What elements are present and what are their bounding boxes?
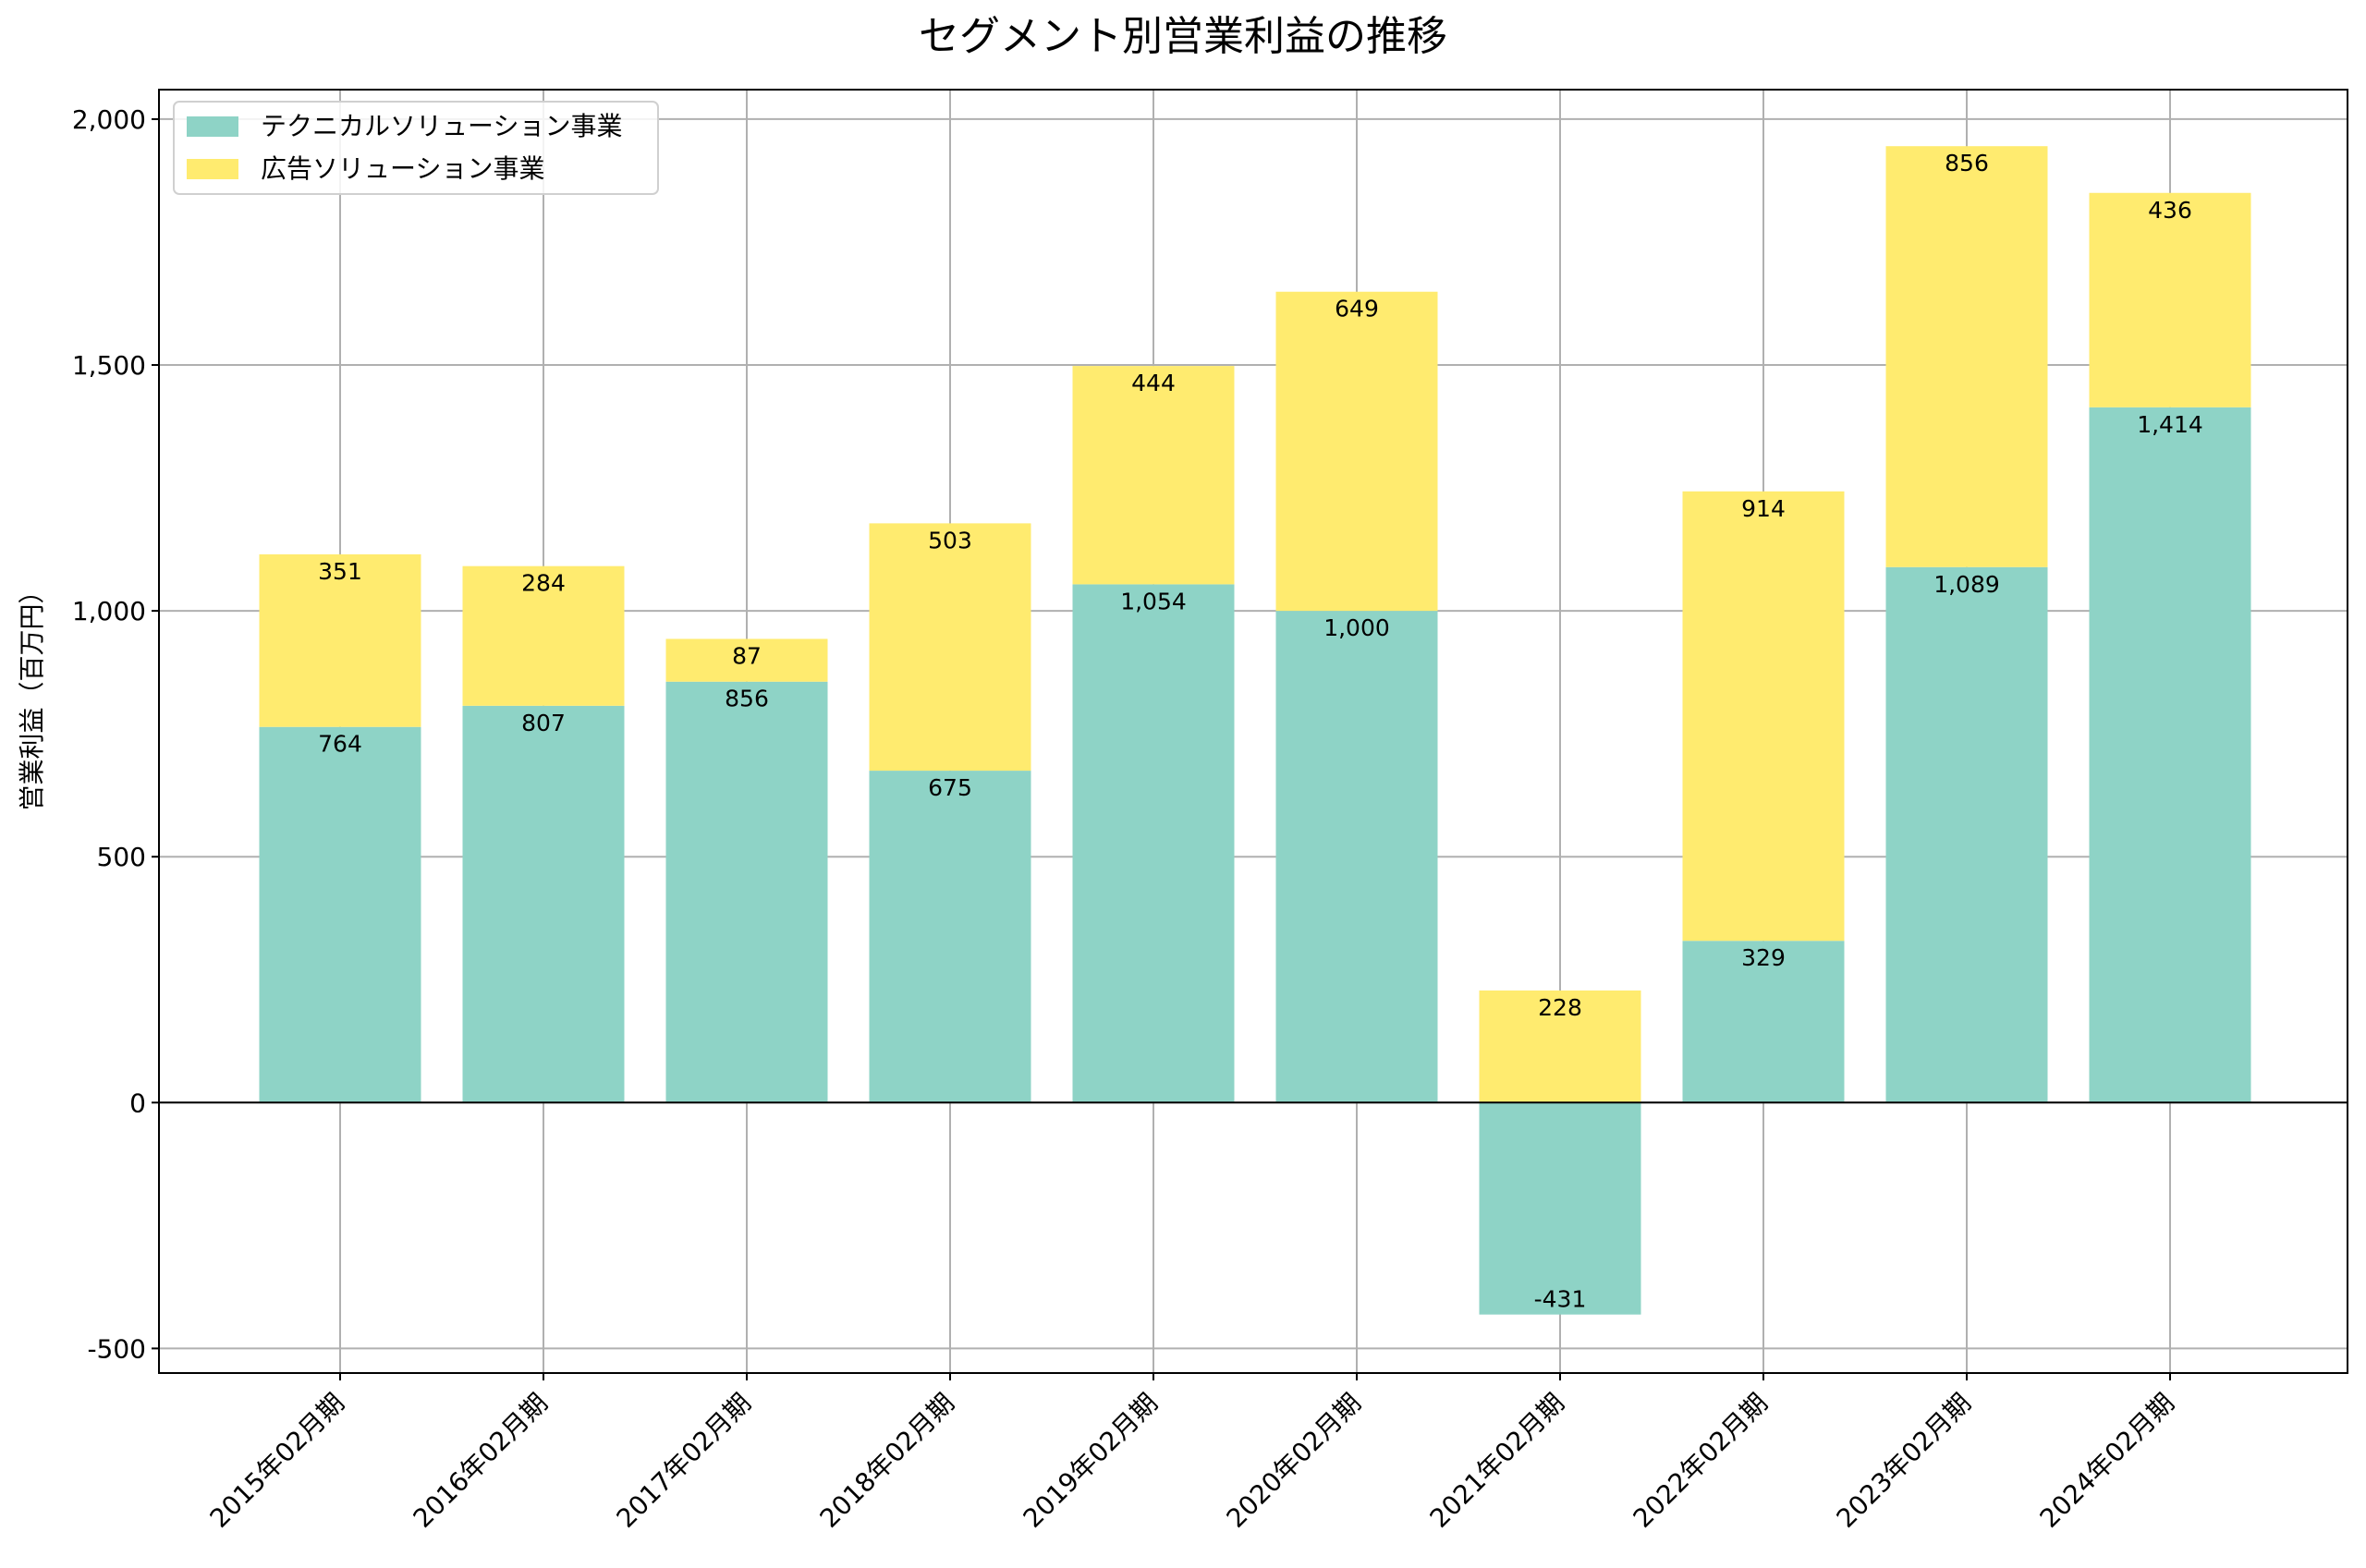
x-tick-label: 2018年02月期	[814, 1388, 960, 1534]
data-label: 807	[521, 710, 566, 736]
y-tick-label: 0	[129, 1088, 146, 1118]
data-label: 436	[2148, 197, 2192, 224]
x-tick-label: 2017年02月期	[611, 1388, 757, 1534]
x-tick-label: 2021年02月期	[1424, 1388, 1570, 1534]
data-label: 503	[928, 527, 972, 553]
y-tick-label: -500	[87, 1333, 146, 1364]
data-label: 444	[1131, 370, 1176, 396]
bar-technical-8	[1885, 566, 2048, 1103]
data-label: -431	[1534, 1286, 1587, 1313]
bar-advertising-7	[1682, 491, 1845, 942]
data-label: 284	[521, 570, 566, 597]
x-tick-label: 2015年02月期	[204, 1388, 350, 1534]
data-label: 351	[318, 558, 362, 585]
bar-advertising-0	[259, 553, 421, 727]
bars-layer	[259, 146, 2251, 1315]
y-tick-label: 1,500	[72, 350, 146, 381]
plot-frame	[158, 89, 2348, 1374]
legend-box	[173, 101, 659, 195]
bar-technical-9	[2089, 407, 2251, 1103]
legend-label-advertising: 広告ソリューション事業	[261, 153, 544, 184]
bar-advertising-3	[869, 523, 1031, 772]
y-tick-label: 500	[97, 842, 146, 872]
bar-technical-4	[1072, 584, 1235, 1103]
x-tick-label: 2022年02月期	[1628, 1388, 1774, 1534]
legend-swatch-technical	[187, 116, 238, 137]
bar-technical-0	[259, 726, 421, 1103]
data-label: 1,000	[1323, 614, 1390, 641]
data-label: 649	[1335, 296, 1379, 322]
data-label: 228	[1538, 994, 1582, 1021]
y-tick-label: 2,000	[72, 104, 146, 135]
x-tick-label: 2023年02月期	[1831, 1388, 1977, 1534]
data-label: 764	[318, 731, 362, 758]
data-labels-layer: 764 807 856 675 1,054 1,000 -431 329 1,089 1,414 3…	[318, 150, 2203, 1312]
y-tick-label: 1,000	[72, 596, 146, 626]
x-tick-label: 2024年02月期	[2034, 1388, 2180, 1534]
data-label: 1,089	[1933, 571, 2000, 598]
x-tick-label: 2016年02月期	[408, 1388, 554, 1534]
bar-advertising-8	[1885, 146, 2048, 567]
bar-technical-2	[665, 681, 828, 1103]
data-label: 87	[732, 642, 762, 669]
data-label: 1,054	[1120, 588, 1187, 614]
x-tick-label: 2020年02月期	[1221, 1388, 1367, 1534]
data-label: 856	[725, 686, 769, 712]
bar-advertising-5	[1275, 291, 1438, 612]
bar-advertising-9	[2089, 192, 2251, 407]
bar-technical-5	[1275, 611, 1438, 1103]
y-axis-label: 営業利益（百万円）	[17, 577, 47, 810]
data-label: 1,414	[2137, 411, 2203, 438]
bar-advertising-1	[462, 565, 625, 706]
bar-advertising-2	[665, 638, 828, 682]
bar-technical-3	[869, 771, 1031, 1103]
bar-technical-1	[462, 705, 625, 1103]
legend-label-technical: テクニカルソリューション事業	[261, 111, 622, 141]
data-label: 329	[1741, 944, 1786, 971]
data-label: 675	[928, 774, 972, 801]
bar-advertising-6	[1479, 990, 1641, 1103]
data-label: 856	[1945, 150, 1989, 176]
bar-advertising-4	[1072, 366, 1235, 585]
bar-technical-7	[1682, 941, 1845, 1103]
data-label: 914	[1741, 495, 1786, 522]
bar-technical-6	[1479, 1102, 1641, 1315]
chart-title: セグメント別営業利益の推移	[919, 13, 1447, 60]
x-tick-label: 2019年02月期	[1018, 1388, 1164, 1534]
legend-swatch-advertising	[187, 159, 238, 179]
